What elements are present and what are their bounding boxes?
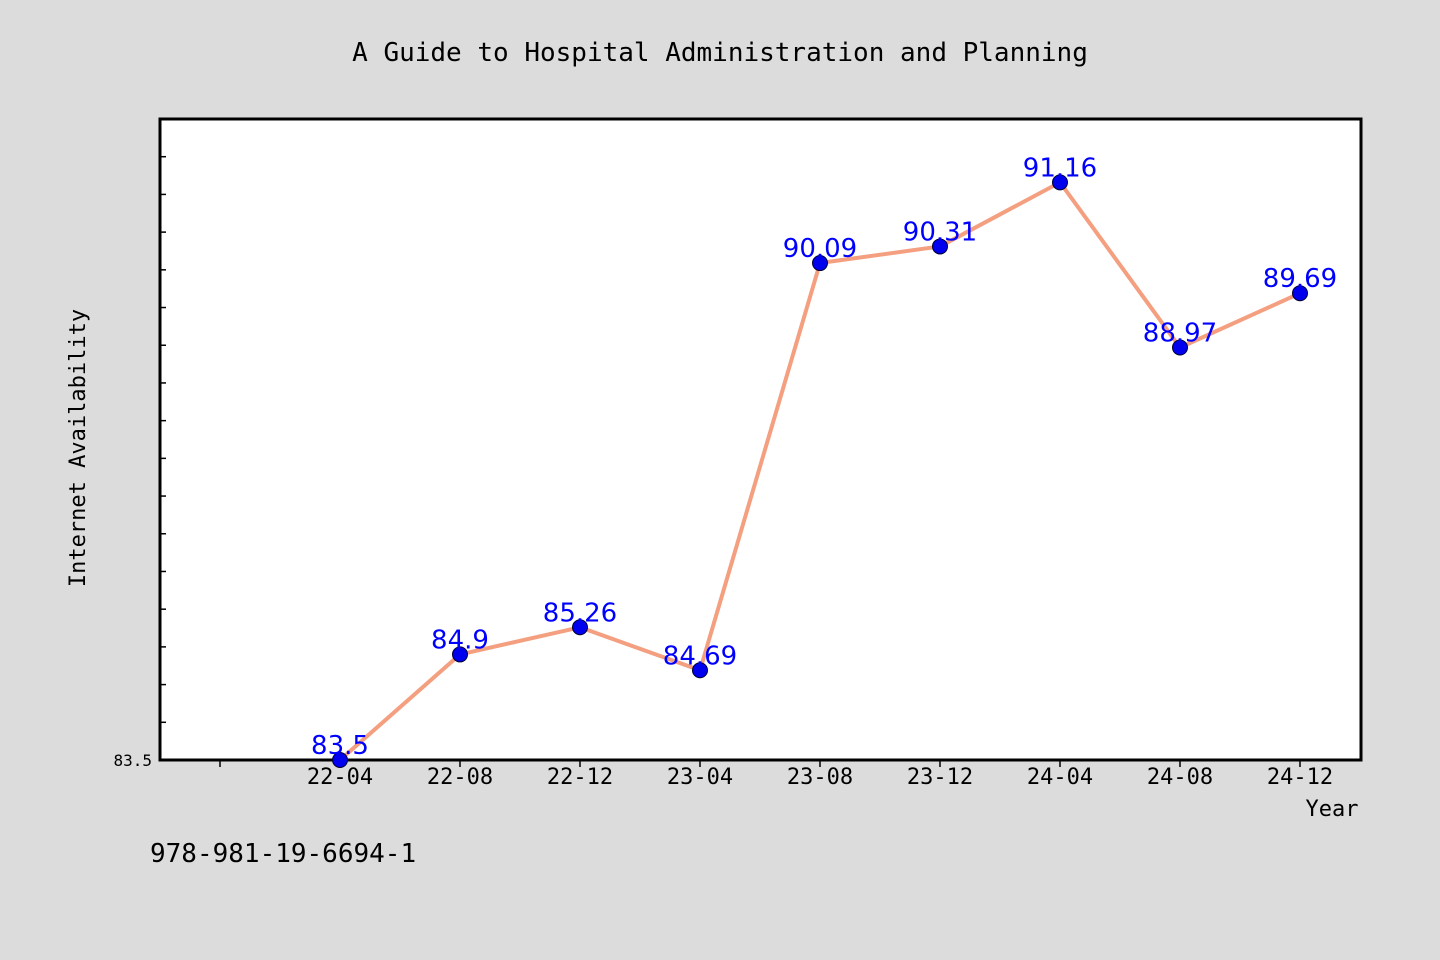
x-axis-label: Year (1306, 797, 1359, 822)
data-point (812, 255, 828, 272)
data-point (1052, 174, 1068, 191)
data-label: 85.26 (543, 598, 617, 628)
data-label: 90.31 (903, 217, 977, 247)
data-label: 89.69 (1263, 264, 1337, 294)
y-axis-ticks (160, 118, 166, 761)
y-tick-label: 83.5 (113, 751, 152, 770)
data-point (332, 752, 348, 768)
x-tick-label: 23-04 (667, 765, 733, 790)
x-tick-label: 24-08 (1147, 765, 1213, 790)
data-point (1292, 285, 1308, 302)
x-tick-label: 24-04 (1027, 765, 1093, 790)
data-label: 88.97 (1143, 318, 1217, 348)
x-tick-label: 22-08 (427, 765, 493, 790)
data-point (452, 646, 468, 663)
data-label: 91.16 (1023, 153, 1097, 183)
x-tick-label: 22-12 (547, 765, 613, 790)
data-point (932, 238, 948, 255)
plot-area (158, 117, 1363, 762)
data-label: 84.69 (663, 641, 737, 671)
isbn-text: 978-981-19-6694-1 (150, 839, 416, 869)
data-label: 90.09 (783, 234, 857, 264)
data-point (692, 662, 708, 679)
x-tick-label: 23-12 (907, 765, 973, 790)
y-axis-label: Internet Availability (66, 309, 91, 587)
x-axis-tick-labels: 22-04 22-08 22-12 23-04 23-08 23-12 24-04 24-08… (307, 765, 1333, 790)
data-points (332, 174, 1308, 768)
chart-title: A Guide to Hospital Administration and P… (352, 38, 1088, 68)
x-tick-label: 24-12 (1267, 765, 1333, 790)
data-labels: 83.5 84.9 85.26 84.69 90.09 90.31 91.16 88.97 89… (311, 153, 1337, 761)
data-label: 83.5 (311, 731, 369, 761)
data-point (1172, 339, 1188, 356)
x-tick-label: 22-04 (307, 765, 373, 790)
x-tick-label: 23-08 (787, 765, 853, 790)
y-axis-tick-labels: 83.5 (113, 751, 152, 770)
x-axis-ticks (219, 760, 1301, 767)
data-label: 84.9 (431, 625, 489, 655)
data-point (572, 619, 588, 636)
